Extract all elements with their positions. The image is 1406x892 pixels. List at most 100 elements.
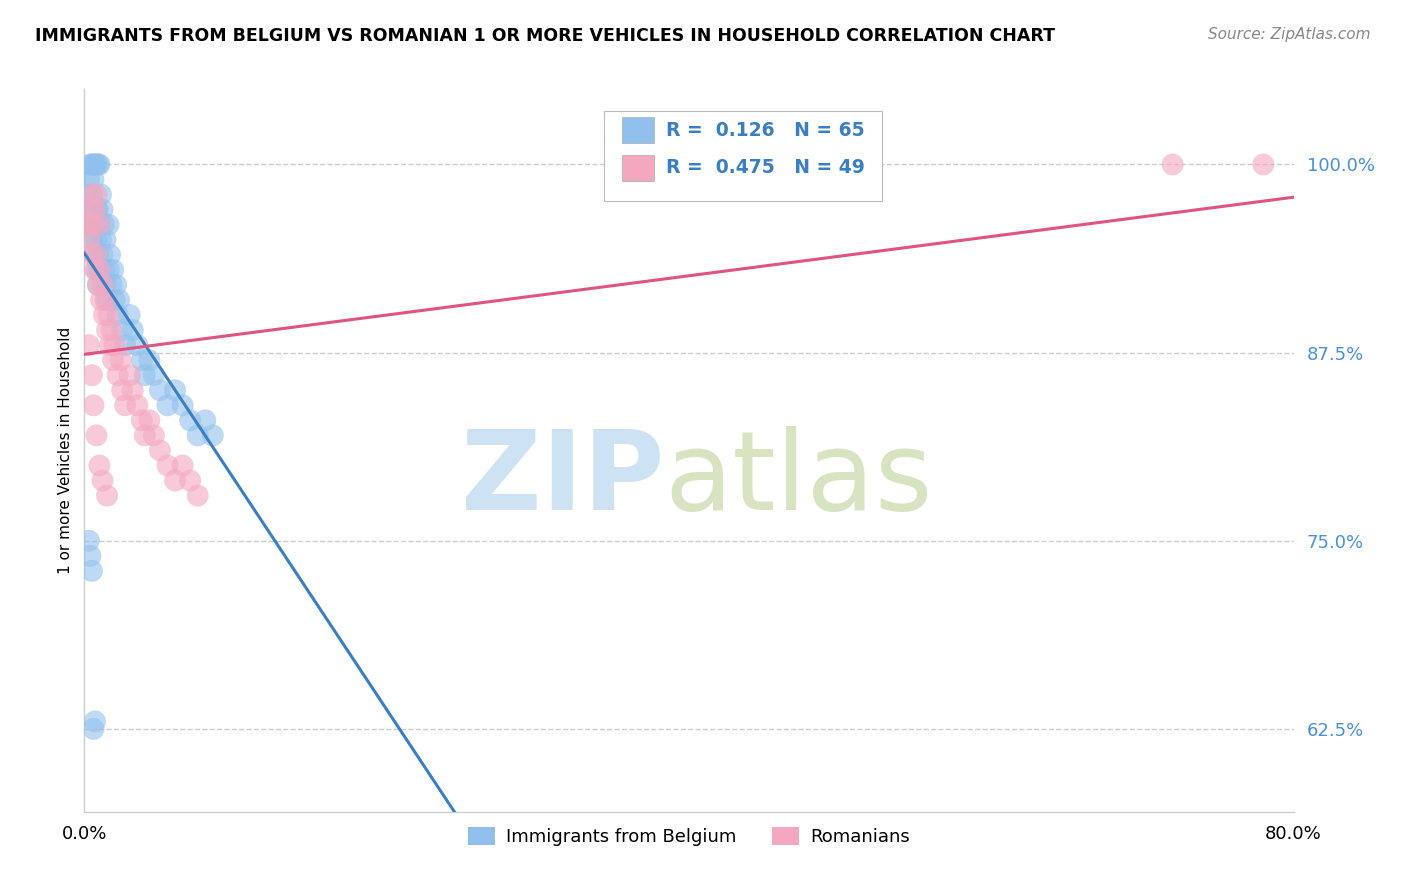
- Point: [76, 218, 98, 232]
- Text: R =  0.126   N = 65: R = 0.126 N = 65: [666, 121, 865, 140]
- Point: [77, 338, 100, 352]
- Point: [89, 218, 111, 232]
- Point: [96, 323, 118, 337]
- FancyBboxPatch shape: [605, 111, 883, 202]
- Point: [131, 413, 153, 427]
- Point: [79, 157, 101, 171]
- Point: [121, 323, 143, 337]
- Point: [114, 398, 136, 412]
- Point: [90, 187, 112, 202]
- Point: [90, 293, 112, 307]
- Point: [87, 202, 110, 217]
- Point: [1161, 157, 1184, 171]
- FancyBboxPatch shape: [623, 118, 654, 144]
- Point: [93, 262, 115, 277]
- Text: ZIP: ZIP: [461, 425, 665, 533]
- Point: [91, 277, 114, 292]
- Point: [84, 157, 107, 171]
- Point: [118, 368, 141, 383]
- Point: [80, 233, 103, 247]
- Point: [108, 293, 131, 307]
- Point: [156, 458, 179, 473]
- Point: [187, 489, 209, 503]
- Point: [79, 202, 101, 217]
- Point: [84, 262, 107, 277]
- Point: [111, 323, 134, 337]
- Point: [82, 172, 104, 186]
- Point: [77, 233, 100, 247]
- Point: [91, 248, 114, 262]
- Point: [86, 157, 108, 171]
- Point: [165, 384, 187, 398]
- Point: [98, 338, 121, 352]
- Text: IMMIGRANTS FROM BELGIUM VS ROMANIAN 1 OR MORE VEHICLES IN HOUSEHOLD CORRELATION : IMMIGRANTS FROM BELGIUM VS ROMANIAN 1 OR…: [35, 27, 1054, 45]
- Point: [91, 202, 114, 217]
- Point: [80, 157, 103, 171]
- Point: [105, 277, 128, 292]
- Point: [82, 722, 104, 736]
- Point: [82, 202, 104, 217]
- Point: [84, 218, 107, 232]
- Legend: Immigrants from Belgium, Romanians: Immigrants from Belgium, Romanians: [461, 820, 917, 854]
- Point: [80, 248, 103, 262]
- Point: [87, 277, 110, 292]
- Point: [79, 549, 101, 563]
- Point: [149, 443, 172, 458]
- Point: [98, 248, 121, 262]
- Point: [84, 202, 107, 217]
- Point: [118, 308, 141, 322]
- Point: [101, 262, 124, 277]
- Point: [149, 384, 172, 398]
- Point: [86, 262, 108, 277]
- Point: [100, 323, 122, 337]
- Point: [84, 714, 107, 729]
- Point: [127, 338, 149, 352]
- Point: [97, 262, 120, 277]
- Point: [87, 277, 110, 292]
- Point: [93, 308, 115, 322]
- Point: [96, 293, 118, 307]
- Point: [82, 218, 104, 232]
- Point: [97, 218, 120, 232]
- Point: [104, 338, 127, 352]
- Point: [84, 248, 107, 262]
- Point: [138, 413, 160, 427]
- Point: [80, 187, 103, 202]
- Point: [89, 218, 111, 232]
- Point: [114, 338, 136, 352]
- Point: [82, 157, 104, 171]
- Point: [179, 413, 201, 427]
- Point: [172, 398, 194, 412]
- Point: [86, 428, 108, 442]
- Point: [76, 187, 98, 202]
- Point: [94, 277, 117, 292]
- Point: [86, 248, 108, 262]
- Text: atlas: atlas: [665, 425, 934, 533]
- Point: [82, 398, 104, 412]
- Point: [94, 293, 117, 307]
- Point: [104, 293, 127, 307]
- Point: [87, 248, 110, 262]
- Point: [1253, 157, 1275, 171]
- Point: [80, 187, 103, 202]
- Point: [80, 564, 103, 578]
- Point: [142, 368, 165, 383]
- Point: [134, 368, 156, 383]
- Point: [131, 353, 153, 368]
- Point: [142, 428, 165, 442]
- Point: [90, 233, 112, 247]
- Point: [134, 428, 156, 442]
- Point: [77, 172, 100, 186]
- Point: [187, 428, 209, 442]
- Point: [201, 428, 224, 442]
- Point: [101, 353, 124, 368]
- Point: [165, 474, 187, 488]
- Point: [86, 187, 108, 202]
- Point: [77, 202, 100, 217]
- Point: [156, 398, 179, 412]
- Point: [96, 489, 118, 503]
- Point: [89, 262, 111, 277]
- Point: [89, 157, 111, 171]
- Point: [121, 384, 143, 398]
- Point: [89, 458, 111, 473]
